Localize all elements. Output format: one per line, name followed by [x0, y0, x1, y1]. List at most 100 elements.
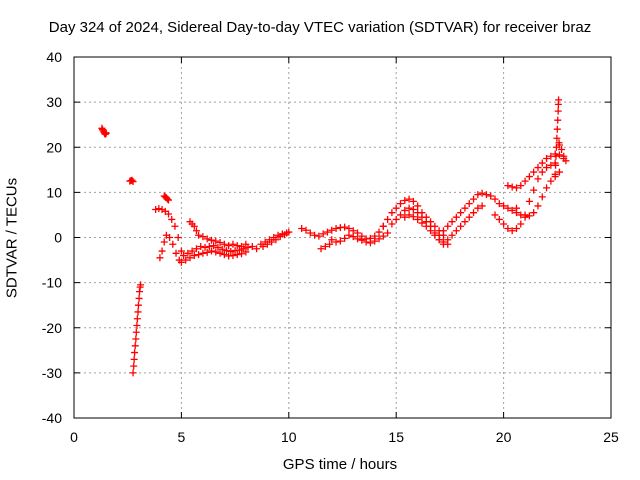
data-point [414, 209, 422, 217]
y-tick-label: -30 [42, 365, 62, 381]
data-point [220, 251, 228, 259]
data-point [130, 355, 138, 363]
data-point [341, 223, 349, 231]
y-tick-label: 10 [46, 184, 62, 200]
data-point [197, 243, 205, 251]
data-point [229, 240, 237, 248]
x-tick-label: 0 [70, 429, 78, 445]
data-point [158, 247, 166, 255]
data-point [195, 251, 203, 259]
x-tick-label: 25 [603, 429, 619, 445]
data-point [500, 202, 508, 210]
data-point [495, 215, 503, 223]
data-point [534, 164, 542, 172]
data-point [345, 224, 353, 232]
data-point [558, 146, 566, 154]
data-point [223, 247, 231, 255]
data-point [132, 328, 140, 336]
data-point [457, 222, 465, 230]
y-tick-label: -20 [42, 320, 62, 336]
data-point [317, 245, 325, 253]
data-point [332, 224, 340, 232]
data-point [482, 191, 490, 199]
data-point [163, 195, 171, 203]
data-point [332, 238, 340, 246]
x-tick-label: 10 [281, 429, 297, 445]
data-point [487, 192, 495, 200]
data-point [439, 227, 447, 235]
data-point [133, 321, 141, 329]
data-point [233, 242, 241, 250]
data-point [427, 227, 435, 235]
data-point [366, 239, 374, 247]
data-point [384, 215, 392, 223]
data-point [229, 252, 237, 260]
data-point [461, 218, 469, 226]
data-point [396, 200, 404, 208]
data-point [401, 196, 409, 204]
data-point [521, 177, 529, 185]
data-point [133, 315, 141, 323]
data-point [517, 211, 525, 219]
data-point [165, 210, 173, 218]
data-point [199, 233, 207, 241]
data-point [512, 204, 520, 212]
data-point [130, 362, 138, 370]
x-tick-label: 15 [388, 429, 404, 445]
data-point [371, 237, 379, 245]
data-point [448, 231, 456, 239]
data-point [129, 369, 137, 377]
data-point [405, 204, 413, 212]
data-point [216, 238, 224, 246]
data-point [358, 236, 366, 244]
data-point [172, 249, 180, 257]
data-point [168, 215, 176, 223]
data-point [362, 238, 370, 246]
data-point [525, 212, 533, 220]
data-point [201, 243, 209, 251]
data-point [491, 195, 499, 203]
data-point [517, 220, 525, 228]
data-point [216, 249, 224, 257]
data-point [552, 161, 560, 169]
data-point [315, 232, 323, 240]
data-point [253, 245, 261, 253]
data-point [405, 211, 413, 219]
data-point [452, 227, 460, 235]
data-point [207, 236, 215, 244]
data-point [508, 206, 516, 214]
data-point [474, 191, 482, 199]
data-point [504, 204, 512, 212]
data-point [349, 233, 357, 241]
data-point [543, 184, 551, 192]
data-point [156, 254, 164, 262]
data-point [392, 204, 400, 212]
data-point [530, 209, 538, 217]
data-point [512, 184, 520, 192]
data-point [190, 252, 198, 260]
data-point [495, 200, 503, 208]
y-tick-label: 30 [46, 94, 62, 110]
data-point [345, 231, 353, 239]
data-point [470, 195, 478, 203]
data-point [555, 151, 563, 159]
data-point [182, 256, 190, 264]
data-point [349, 227, 357, 235]
data-point [319, 230, 327, 238]
data-point [184, 249, 192, 257]
data-point [203, 248, 211, 256]
data-point [422, 222, 430, 230]
data-point [414, 202, 422, 210]
data-point [192, 245, 200, 253]
data-point [225, 242, 233, 250]
data-point [177, 258, 185, 266]
data-point [538, 193, 546, 201]
data-point [401, 213, 409, 221]
data-point [306, 229, 314, 237]
data-point [538, 168, 546, 176]
data-point [192, 227, 200, 235]
data-point [439, 238, 447, 246]
data-point [190, 222, 198, 230]
data-point [235, 246, 243, 254]
data-point [525, 173, 533, 181]
